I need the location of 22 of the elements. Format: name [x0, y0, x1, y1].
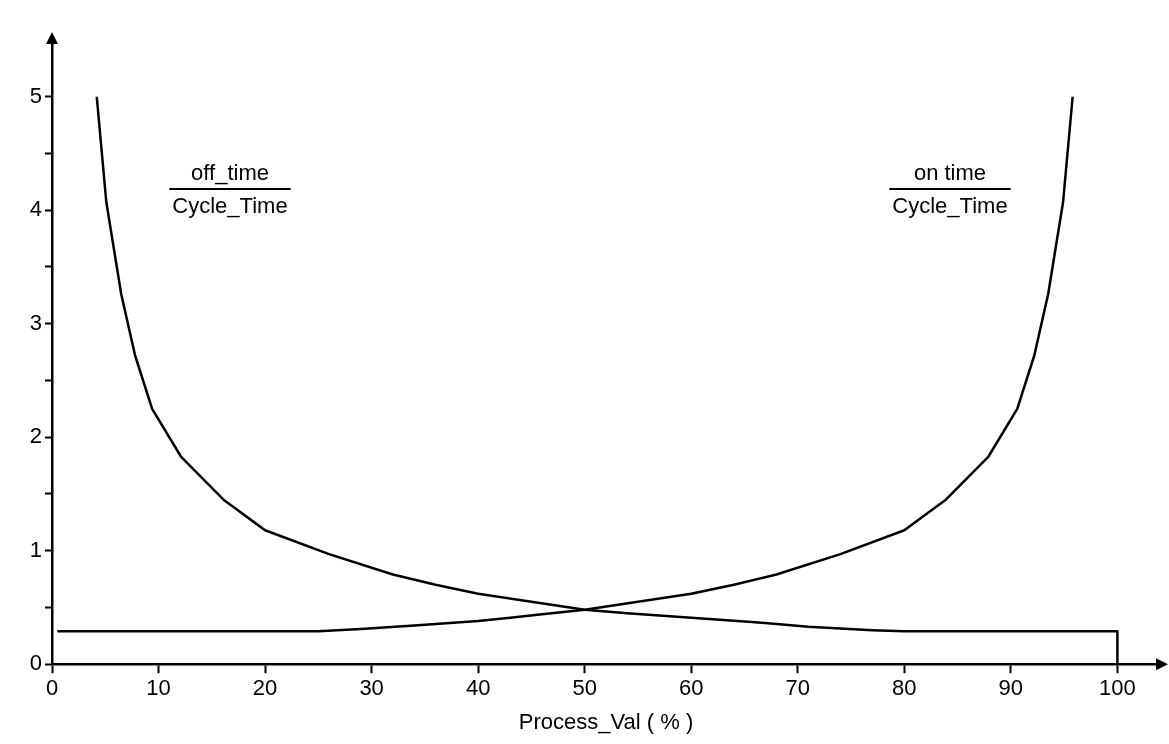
- x-tick-label: 20: [252, 675, 278, 701]
- x-tick-label: 60: [678, 675, 704, 701]
- x-tick-label: 50: [572, 675, 597, 701]
- x-tick-label: 0: [45, 675, 59, 701]
- y-tick-label: 2: [29, 423, 42, 449]
- annotation: off_time: [191, 160, 269, 185]
- x-tick-label: 80: [892, 675, 917, 701]
- y-tick-label: 0: [29, 650, 42, 676]
- y-tick-label: 4: [29, 196, 42, 222]
- x-tick-label: 70: [785, 675, 811, 701]
- y-tick-label: 3: [29, 309, 42, 335]
- x-tick-label: 10: [146, 675, 171, 701]
- x-tick-label: 30: [359, 675, 384, 701]
- x-tick-label: 90: [998, 675, 1024, 701]
- annotation: on time: [913, 160, 987, 185]
- x-tick-label: 100: [1099, 675, 1136, 701]
- y-tick-label: 1: [29, 536, 42, 562]
- annotation: Cycle_Time: [892, 193, 1008, 219]
- x-tick-label: 40: [465, 675, 491, 701]
- y-tick-label: 5: [29, 82, 42, 108]
- annotation: Cycle_Time: [172, 193, 288, 219]
- x-axis-title: Process_Val ( % ): [518, 708, 694, 734]
